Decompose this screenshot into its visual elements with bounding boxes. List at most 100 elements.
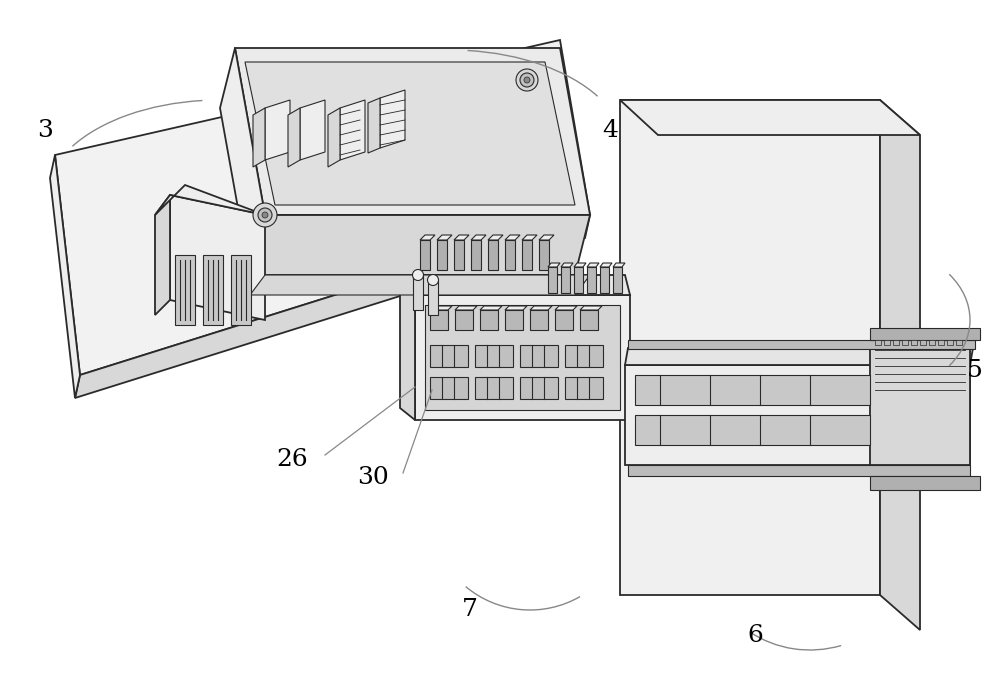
Polygon shape: [628, 340, 975, 349]
Polygon shape: [522, 235, 537, 240]
Polygon shape: [455, 310, 473, 330]
Polygon shape: [574, 267, 583, 293]
Polygon shape: [587, 267, 596, 293]
Polygon shape: [415, 275, 630, 295]
Polygon shape: [548, 263, 560, 267]
Polygon shape: [628, 465, 970, 476]
Polygon shape: [505, 310, 523, 330]
Polygon shape: [625, 365, 970, 465]
Polygon shape: [505, 240, 515, 270]
Polygon shape: [368, 98, 380, 153]
Polygon shape: [220, 48, 265, 275]
Polygon shape: [902, 340, 908, 345]
Polygon shape: [430, 377, 468, 399]
Polygon shape: [555, 310, 573, 330]
Polygon shape: [613, 263, 625, 267]
Polygon shape: [565, 377, 603, 399]
Text: 26: 26: [276, 449, 308, 471]
Polygon shape: [548, 267, 557, 293]
Circle shape: [262, 212, 268, 218]
Polygon shape: [328, 108, 340, 167]
Polygon shape: [471, 240, 481, 270]
Polygon shape: [530, 310, 548, 330]
Polygon shape: [505, 306, 527, 310]
Text: 7: 7: [462, 598, 478, 622]
Polygon shape: [620, 100, 880, 595]
Polygon shape: [437, 240, 447, 270]
Polygon shape: [475, 377, 513, 399]
Polygon shape: [231, 255, 251, 325]
Polygon shape: [870, 328, 980, 340]
Polygon shape: [415, 295, 630, 420]
Text: 3: 3: [37, 118, 53, 142]
Polygon shape: [587, 263, 599, 267]
Polygon shape: [539, 240, 549, 270]
Polygon shape: [880, 100, 920, 630]
Polygon shape: [413, 275, 423, 310]
Polygon shape: [600, 267, 609, 293]
Polygon shape: [430, 306, 452, 310]
Polygon shape: [170, 195, 265, 320]
Polygon shape: [870, 348, 970, 465]
Polygon shape: [75, 215, 590, 398]
Polygon shape: [520, 345, 558, 367]
Polygon shape: [50, 155, 80, 398]
Polygon shape: [947, 340, 953, 345]
Polygon shape: [893, 340, 899, 345]
Polygon shape: [430, 345, 468, 367]
Polygon shape: [539, 235, 554, 240]
Polygon shape: [580, 310, 598, 330]
Polygon shape: [340, 100, 365, 160]
Polygon shape: [420, 235, 435, 240]
Polygon shape: [613, 267, 622, 293]
Polygon shape: [580, 306, 602, 310]
Polygon shape: [155, 195, 170, 315]
Polygon shape: [520, 377, 558, 399]
Polygon shape: [454, 240, 464, 270]
Polygon shape: [175, 255, 195, 325]
Text: 4: 4: [602, 118, 618, 142]
Polygon shape: [454, 235, 469, 240]
Circle shape: [428, 275, 439, 286]
Polygon shape: [565, 345, 603, 367]
Polygon shape: [475, 345, 513, 367]
Polygon shape: [561, 263, 573, 267]
Polygon shape: [620, 100, 920, 135]
Text: 30: 30: [357, 466, 389, 490]
Polygon shape: [250, 275, 590, 295]
Polygon shape: [420, 240, 430, 270]
Polygon shape: [400, 283, 415, 420]
Polygon shape: [235, 48, 590, 215]
Text: 6: 6: [747, 624, 763, 646]
Polygon shape: [875, 340, 881, 345]
Polygon shape: [437, 235, 452, 240]
Text: 5: 5: [967, 359, 983, 381]
Polygon shape: [155, 185, 265, 215]
Polygon shape: [488, 240, 498, 270]
Circle shape: [253, 203, 277, 227]
Polygon shape: [455, 306, 477, 310]
Polygon shape: [265, 100, 290, 160]
Polygon shape: [555, 306, 577, 310]
Polygon shape: [911, 340, 917, 345]
Polygon shape: [245, 62, 575, 205]
Polygon shape: [471, 235, 486, 240]
Polygon shape: [380, 90, 405, 148]
Polygon shape: [870, 476, 980, 490]
Polygon shape: [428, 280, 438, 315]
Polygon shape: [884, 340, 890, 345]
Circle shape: [516, 69, 538, 91]
Polygon shape: [300, 100, 325, 160]
Polygon shape: [561, 267, 570, 293]
Polygon shape: [938, 340, 944, 345]
Polygon shape: [920, 340, 926, 345]
Circle shape: [520, 73, 534, 87]
Polygon shape: [635, 375, 870, 405]
Polygon shape: [625, 348, 973, 365]
Polygon shape: [929, 340, 935, 345]
Polygon shape: [530, 306, 552, 310]
Circle shape: [524, 77, 530, 83]
Polygon shape: [203, 255, 223, 325]
Polygon shape: [253, 108, 265, 167]
Polygon shape: [488, 235, 503, 240]
